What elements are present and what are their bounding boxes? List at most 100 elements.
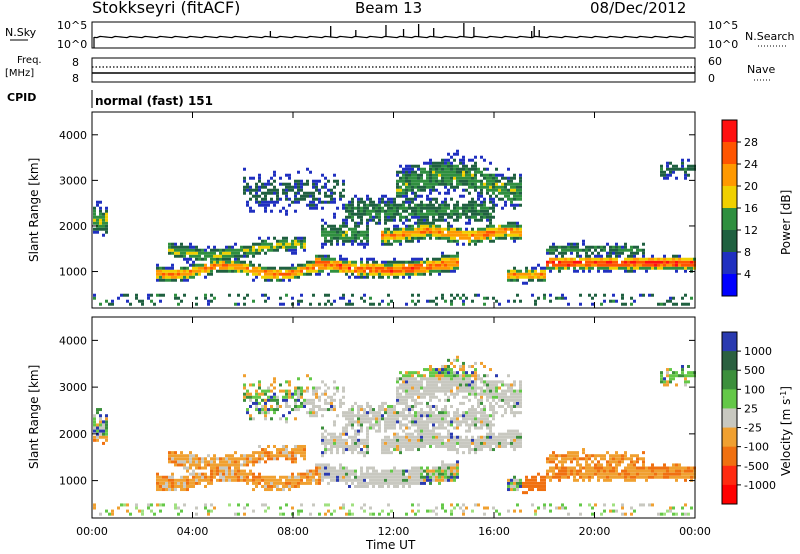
power-cell	[492, 191, 495, 195]
power-cell	[459, 179, 462, 183]
power-cell	[567, 260, 570, 264]
power-cell	[360, 206, 363, 210]
power-cell	[357, 206, 360, 210]
velocity-cell	[225, 457, 228, 461]
velocity-cell	[438, 371, 441, 375]
velocity-cell	[618, 463, 621, 467]
velocity-cell	[381, 484, 384, 488]
velocity-cell	[159, 503, 162, 507]
power-cell	[411, 185, 414, 189]
velocity-cell	[354, 475, 357, 479]
velocity-cell	[561, 466, 564, 470]
velocity-cell	[387, 411, 390, 415]
power-cell	[390, 263, 393, 267]
power-cell	[576, 251, 579, 255]
velocity-cell	[417, 469, 420, 473]
power-cell	[189, 272, 192, 276]
power-cell	[462, 236, 465, 240]
velocity-cell	[510, 386, 513, 390]
power-cell	[282, 278, 285, 282]
velocity-cell	[552, 475, 555, 479]
velocity-cell	[408, 380, 411, 384]
power-cell	[576, 263, 579, 267]
power-cell	[264, 278, 267, 282]
power-cell	[477, 239, 480, 243]
velocity-cell	[630, 460, 633, 464]
power-cell	[288, 176, 291, 180]
freq-frame	[91, 57, 696, 83]
velocity-cell	[618, 460, 621, 464]
velocity-cell	[450, 404, 453, 408]
power-cell	[363, 299, 366, 303]
velocity-cell	[246, 395, 249, 399]
power-cell	[444, 173, 447, 177]
power-cell	[456, 266, 459, 270]
velocity-cell	[426, 417, 429, 421]
velocity-cell	[420, 435, 423, 439]
power-cell	[246, 182, 249, 186]
power-cell	[438, 161, 441, 165]
velocity-cell	[411, 392, 414, 396]
power-cell	[603, 269, 606, 273]
velocity-cell	[189, 457, 192, 461]
velocity-cell	[336, 444, 339, 448]
power-cell	[483, 212, 486, 216]
velocity-cell	[135, 503, 138, 507]
velocity-cell	[429, 472, 432, 476]
velocity-cell	[450, 380, 453, 384]
velocity-cell	[489, 395, 492, 399]
power-cell	[102, 218, 105, 222]
power-cell	[186, 275, 189, 279]
velocity-cell	[237, 457, 240, 461]
power-cell	[294, 248, 297, 252]
power-cell	[552, 266, 555, 270]
power-cell	[468, 230, 471, 234]
power-cell	[267, 203, 270, 207]
power-cell	[468, 185, 471, 189]
velocity-cell	[375, 475, 378, 479]
velocity-cell	[471, 441, 474, 445]
power-cell	[516, 224, 519, 228]
power-cell	[519, 182, 522, 186]
power-cell	[453, 170, 456, 174]
power-cell	[468, 176, 471, 180]
velocity-cell	[519, 435, 522, 439]
velocity-cell	[453, 380, 456, 384]
power-cell	[528, 275, 531, 279]
power-cell	[477, 218, 480, 222]
power-cell	[219, 254, 222, 258]
power-cell	[258, 194, 261, 198]
power-cell	[288, 266, 291, 270]
velocity-cell	[234, 512, 237, 516]
velocity-cell	[306, 386, 309, 390]
power-cell	[195, 272, 198, 276]
velocity-cell	[177, 506, 180, 510]
velocity-cell	[483, 389, 486, 393]
power-cell	[687, 266, 690, 270]
power-cell	[453, 212, 456, 216]
power-cell	[396, 203, 399, 207]
power-cell	[336, 230, 339, 234]
velocity-cell	[492, 404, 495, 408]
velocity-cell	[336, 435, 339, 439]
velocity-cell	[411, 432, 414, 436]
velocity-cell	[279, 481, 282, 485]
velocity-cell	[246, 392, 249, 396]
velocity-cell	[294, 460, 297, 464]
power-cell	[276, 197, 279, 201]
power-cell	[480, 182, 483, 186]
velocity-cell	[384, 411, 387, 415]
velocity-cell	[498, 435, 501, 439]
velocity-cell	[411, 469, 414, 473]
velocity-cell	[573, 472, 576, 476]
velocity-cell	[432, 432, 435, 436]
velocity-cell	[288, 383, 291, 387]
power-cell	[351, 200, 354, 204]
velocity-cell	[252, 417, 255, 421]
power-cell	[372, 272, 375, 276]
power-cell	[405, 182, 408, 186]
velocity-cell	[546, 460, 549, 464]
power-cell	[330, 302, 333, 306]
power-cell	[483, 167, 486, 171]
power-cell	[483, 215, 486, 219]
